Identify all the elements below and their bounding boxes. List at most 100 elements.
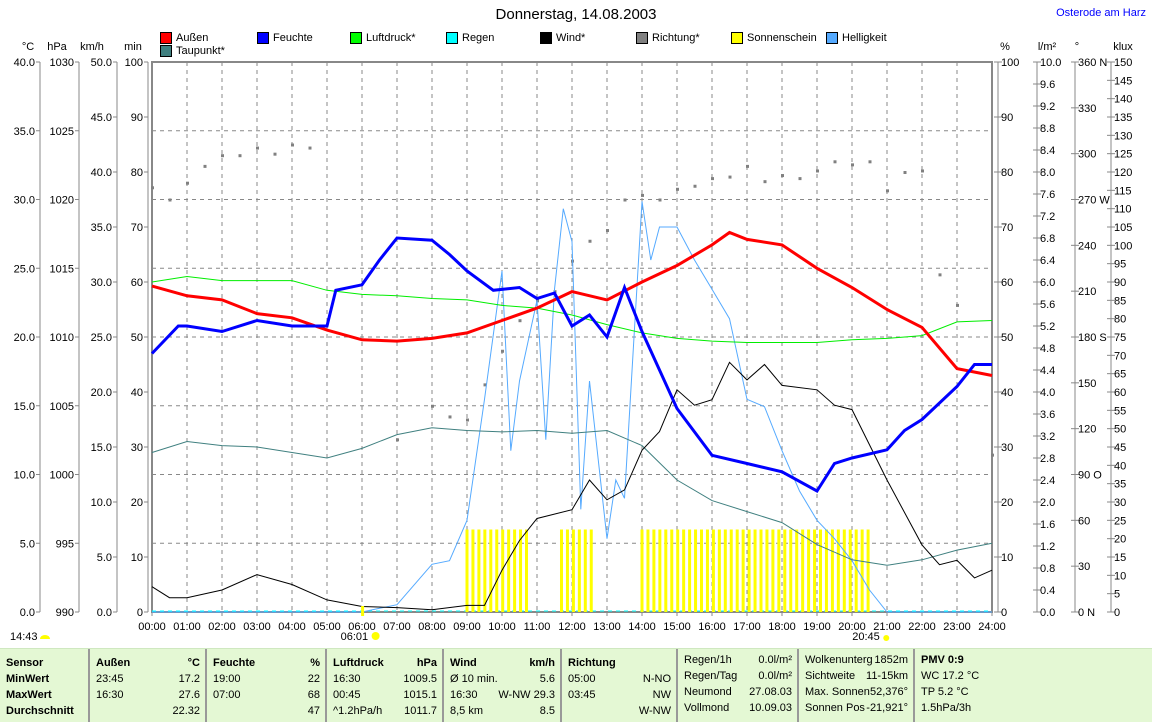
- rain-axis-tick-label: 1.2: [1040, 541, 1055, 553]
- row-label: MinWert: [6, 673, 50, 685]
- sunshine-bar: [583, 529, 587, 612]
- time-tick-label: 09:00: [453, 621, 481, 633]
- time-tick-label: 21:00: [873, 621, 901, 633]
- direction-point: [991, 453, 994, 457]
- sunshine-bar: [560, 529, 563, 612]
- sunshine-bar: [711, 529, 715, 612]
- time-tick-label: 14:00: [628, 621, 656, 633]
- direction-point: [711, 177, 714, 181]
- rain-axis-tick-label: 8.0: [1040, 167, 1055, 179]
- sunshine-bar: [830, 529, 834, 612]
- minutes-axis-tick-label: 40: [131, 387, 143, 399]
- klux-axis-tick-label: 135: [1114, 112, 1132, 124]
- direction-point: [256, 146, 259, 150]
- cell: 5.6: [539, 673, 555, 685]
- percent-axis-tick-label: 60: [1001, 277, 1013, 289]
- minutes-axis-tick-label: 10: [131, 552, 143, 564]
- rain-axis-tick-label: 6.4: [1040, 255, 1055, 267]
- rain-axis-tick-label: 6.0: [1040, 277, 1055, 289]
- sun-icon: [371, 632, 380, 640]
- sunshine-bar: [819, 529, 822, 612]
- pressure-axis-tick-label: 990: [56, 607, 74, 619]
- sunshine-bar: [565, 529, 569, 612]
- cell: N-NO: [642, 673, 671, 685]
- direction-point: [816, 169, 819, 173]
- temp-axis-tick-label: 5.0: [20, 538, 35, 550]
- time-tick-label: 01:00: [173, 621, 201, 633]
- legend-label: Helligkeit: [842, 32, 887, 44]
- time-tick-label: 19:00: [803, 621, 831, 633]
- direction-point: [956, 303, 959, 307]
- cell: TP 5.2 °C: [921, 686, 969, 698]
- klux-axis-tick-label: 90: [1114, 277, 1126, 289]
- time-tick-label: 11:00: [524, 621, 551, 633]
- sunshine-bar: [640, 529, 644, 612]
- cell: 1009.5: [403, 673, 437, 685]
- cell: 68: [307, 689, 320, 701]
- legend-item: Regen: [446, 32, 494, 44]
- cell: WC 17.2 °C: [921, 670, 980, 682]
- temp-axis-tick-label: 40.0: [14, 57, 35, 69]
- rain-axis-tick-label: 9.6: [1040, 79, 1055, 91]
- direction-point: [151, 186, 154, 190]
- minutes-axis-tick-label: 30: [131, 442, 143, 454]
- sunshine-bar: [759, 529, 763, 612]
- wind-axis-tick-label: 15.0: [91, 442, 112, 454]
- rain-axis-tick-label: 7.2: [1040, 211, 1055, 223]
- sunshine-bar: [753, 529, 757, 612]
- axis-unit-label: min: [124, 41, 142, 53]
- sunshine-bar: [807, 529, 811, 612]
- moon-time: 14:43: [10, 631, 38, 643]
- sunshine-bar: [866, 529, 870, 612]
- col-luftdruck: Luftdruck hPa 16:30 1009.5 00:45 1015.1 ^1.…: [325, 649, 442, 722]
- legend-label: Außen: [176, 32, 209, 44]
- sunshine-bar: [465, 529, 469, 612]
- row-label: Durchschnitt: [6, 705, 74, 717]
- time-tick-label: 05:00: [313, 621, 341, 633]
- cell: 11-15km: [866, 670, 908, 682]
- location-link[interactable]: Osterode am Harz: [1056, 7, 1146, 19]
- wind-axis-tick-label: 30.0: [91, 277, 112, 289]
- minutes-axis-tick-label: 0: [137, 607, 143, 619]
- rain-axis-tick-label: 9.2: [1040, 101, 1055, 113]
- rain-axis-tick-label: 2.4: [1040, 475, 1055, 487]
- sunshine-bar: [646, 529, 650, 612]
- legend-label: Taupunkt*: [176, 45, 225, 57]
- legend-swatch: [257, 32, 269, 44]
- col-title: Sensor: [6, 657, 44, 669]
- pressure-axis-tick-label: 1010: [50, 332, 74, 344]
- cell: 52,376°: [869, 686, 908, 698]
- col-sensor: Sensor MinWert MaxWert Durchschnitt: [0, 649, 88, 722]
- wind-axis-tick-label: 0.0: [97, 607, 112, 619]
- rain-axis-tick-label: 6.8: [1040, 233, 1055, 245]
- rain-axis-tick-label: 8.8: [1040, 123, 1055, 135]
- percent-axis-tick-label: 20: [1001, 497, 1013, 509]
- rain-axis-tick-label: 3.6: [1040, 409, 1055, 421]
- direction-axis-tick-label: 60: [1078, 515, 1090, 527]
- klux-axis-tick-label: 30: [1114, 497, 1126, 509]
- direction-point: [238, 154, 242, 158]
- direction-point: [518, 319, 522, 323]
- direction-point: [186, 181, 189, 185]
- cell: 22: [307, 673, 320, 685]
- pressure-axis-tick-label: 1030: [50, 57, 74, 69]
- percent-axis-tick-label: 70: [1001, 222, 1013, 234]
- time-tick-label: 16:00: [698, 621, 726, 633]
- wind-axis-tick-label: 50.0: [91, 57, 112, 69]
- legend-swatch: [636, 32, 648, 44]
- legend-swatch: [160, 32, 172, 44]
- direction-axis-tick-label: 150: [1078, 378, 1096, 390]
- col-title: Außen: [96, 657, 131, 669]
- rain-axis-tick-label: 5.2: [1040, 321, 1055, 333]
- sunshine-bar: [589, 529, 593, 612]
- rain-axis-tick-label: 2.0: [1040, 497, 1055, 509]
- legend-item: Feuchte: [257, 32, 313, 44]
- direction-point: [396, 438, 399, 442]
- minutes-axis-tick-label: 90: [131, 112, 143, 124]
- col-wolken: Wolkenunterg 1852m Sichtweite 11-15km Max.…: [797, 649, 913, 722]
- minutes-axis-tick-label: 80: [131, 167, 143, 179]
- time-tick-label: 07:00: [383, 621, 411, 633]
- direction-point: [203, 164, 207, 168]
- col-pmv: PMV 0:9 WC 17.2 °C TP 5.2 °C 1.5hPa/3h: [913, 649, 1152, 722]
- direction-axis-tick-label: 180 S: [1078, 332, 1107, 344]
